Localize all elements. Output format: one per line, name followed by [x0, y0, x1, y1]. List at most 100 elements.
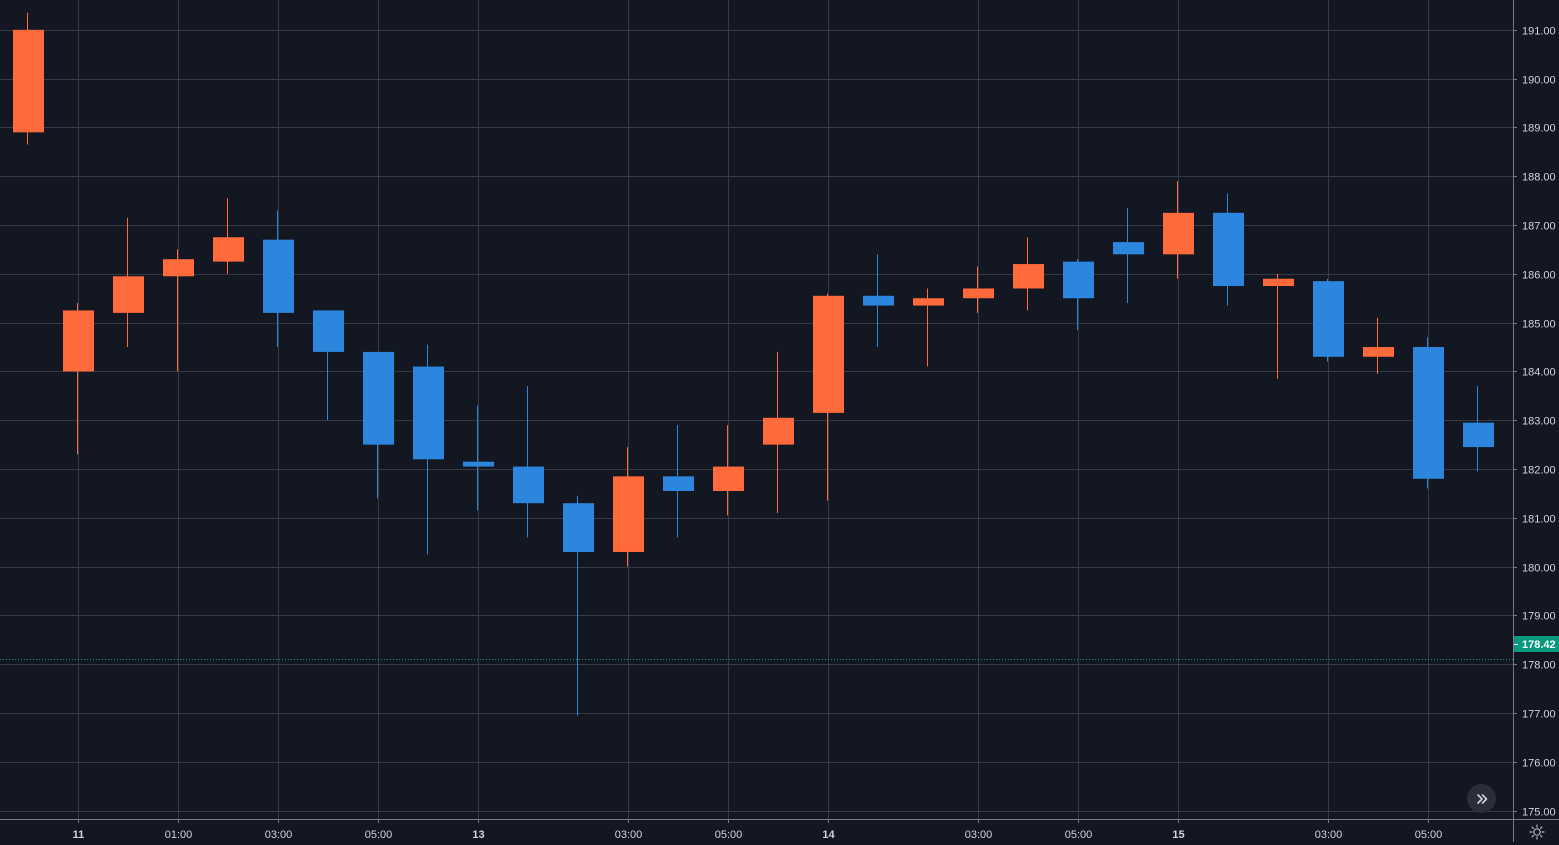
- last-price-label-box: [1514, 636, 1559, 652]
- candle-body: [763, 417, 794, 445]
- candle: [13, 12, 44, 145]
- candle-body: [1013, 264, 1044, 289]
- candle-body: [713, 466, 744, 491]
- y-tick-label: 180.00: [1522, 563, 1556, 575]
- y-tick-label: 183.00: [1522, 416, 1556, 428]
- candle-body: [963, 288, 994, 299]
- y-tick-label: 190.00: [1522, 75, 1556, 87]
- candle: [1463, 386, 1494, 472]
- candle-body: [1113, 242, 1144, 255]
- candle: [1013, 237, 1044, 311]
- candle-body: [1463, 422, 1494, 448]
- candle-body: [1413, 347, 1444, 479]
- x-tick-label: 03:00: [965, 829, 993, 841]
- candle: [1363, 317, 1394, 374]
- last-price-label: 178.42: [1522, 639, 1556, 651]
- candle: [913, 288, 944, 367]
- candle: [963, 266, 994, 313]
- candle: [1063, 259, 1094, 330]
- chart-settings-button[interactable]: [1529, 824, 1545, 840]
- candle-body: [263, 239, 294, 313]
- candle: [1263, 273, 1294, 379]
- double-chevron-right-icon: [1476, 793, 1487, 804]
- x-tick-label: 11: [73, 829, 85, 841]
- candle-body: [1063, 261, 1094, 299]
- x-tick-label: 15: [1172, 829, 1184, 841]
- candle: [163, 249, 194, 372]
- y-tick-label: 188.00: [1522, 172, 1556, 184]
- candle: [563, 495, 594, 716]
- candle-body: [563, 503, 594, 552]
- candle: [363, 351, 394, 499]
- candle-body: [1363, 347, 1394, 357]
- candle-body: [1263, 278, 1294, 287]
- candle-body: [413, 366, 444, 460]
- grid-lines: [0, 0, 1513, 819]
- candle: [63, 303, 94, 455]
- x-tick-label: 01:00: [165, 829, 193, 841]
- y-tick-label: 189.00: [1522, 123, 1556, 135]
- candle-body: [113, 276, 144, 313]
- candle-body: [913, 298, 944, 306]
- candle: [413, 344, 444, 555]
- y-tick-label: 179.00: [1522, 611, 1556, 623]
- candle: [1213, 193, 1244, 306]
- candle: [813, 293, 844, 501]
- candle: [1313, 278, 1344, 362]
- x-tick-label: 03:00: [615, 829, 643, 841]
- x-tick-label: 03:00: [1315, 829, 1343, 841]
- candle-body: [313, 310, 344, 352]
- candle-body: [363, 351, 394, 445]
- x-tick-label: 05:00: [1415, 829, 1443, 841]
- candle-body: [813, 295, 844, 413]
- y-tick-label: 185.00: [1522, 319, 1556, 331]
- candle-body: [1313, 281, 1344, 357]
- y-tick-label: 184.00: [1522, 367, 1556, 379]
- x-tick-label: 13: [472, 829, 484, 841]
- candle: [1413, 337, 1444, 489]
- y-tick-label: 176.00: [1522, 758, 1556, 770]
- y-tick-label: 187.00: [1522, 221, 1556, 233]
- candle: [263, 210, 294, 348]
- candle: [613, 447, 644, 567]
- candle-body: [13, 29, 44, 133]
- candle-body: [1163, 212, 1194, 255]
- y-tick-label: 177.00: [1522, 709, 1556, 721]
- candle-body: [213, 237, 244, 262]
- candle: [463, 405, 494, 511]
- candle-body: [463, 461, 494, 467]
- gear-icon: [1529, 824, 1545, 840]
- candle: [113, 217, 144, 348]
- x-tick-label: 05:00: [1065, 829, 1093, 841]
- scroll-to-realtime-button[interactable]: [1467, 784, 1496, 813]
- candle: [513, 386, 544, 538]
- candle-body: [63, 310, 94, 372]
- candle: [313, 310, 344, 421]
- y-tick-label: 191.00: [1522, 26, 1556, 38]
- candle: [763, 351, 794, 513]
- y-tick-label: 182.00: [1522, 465, 1556, 477]
- candle: [213, 198, 244, 274]
- candle-body: [1213, 212, 1244, 287]
- x-tick-label: 14: [822, 829, 835, 841]
- x-tick-label: 03:00: [265, 829, 293, 841]
- candle: [713, 425, 744, 516]
- y-tick-label: 181.00: [1522, 514, 1556, 526]
- candle-body: [663, 476, 694, 491]
- candles: [13, 12, 1494, 716]
- candle-body: [513, 466, 544, 504]
- candle: [1113, 207, 1144, 304]
- candle-body: [863, 295, 894, 306]
- candle: [863, 254, 894, 348]
- candle-body: [163, 259, 194, 277]
- x-tick-label: 05:00: [715, 829, 743, 841]
- x-tick-label: 05:00: [365, 829, 393, 841]
- candle-body: [613, 476, 644, 552]
- y-tick-label: 186.00: [1522, 270, 1556, 282]
- candle: [1163, 181, 1194, 279]
- y-tick-label: 178.00: [1522, 660, 1556, 672]
- y-tick-label: 175.00: [1522, 807, 1556, 819]
